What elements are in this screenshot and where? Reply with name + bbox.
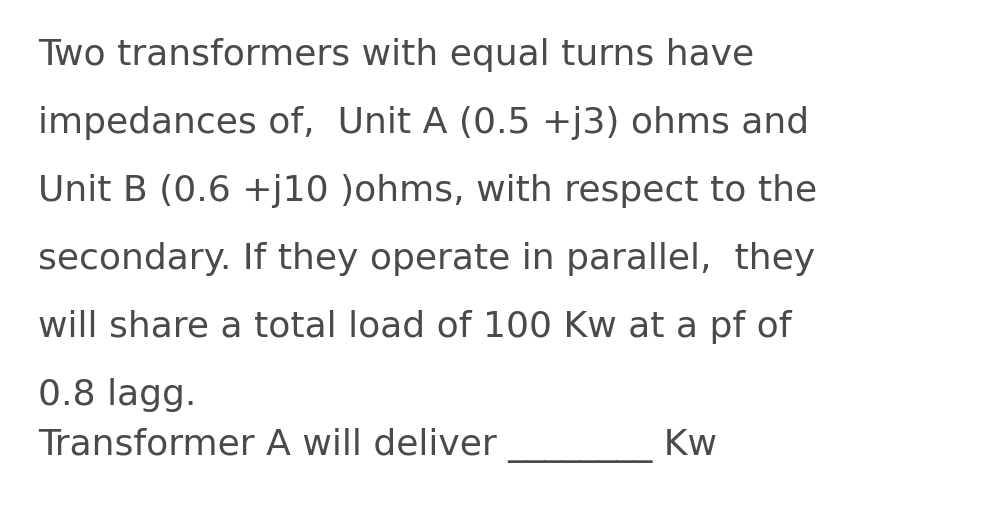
Text: impedances of,  Unit A (0.5 +j3) ohms and: impedances of, Unit A (0.5 +j3) ohms and: [38, 106, 808, 140]
Text: Two transformers with equal turns have: Two transformers with equal turns have: [38, 38, 753, 72]
Text: Unit B (0.6 +j10 )ohms, with respect to the: Unit B (0.6 +j10 )ohms, with respect to …: [38, 174, 816, 208]
Text: secondary. If they operate in parallel,  they: secondary. If they operate in parallel, …: [38, 242, 814, 276]
Text: 0.8 lagg.: 0.8 lagg.: [38, 378, 196, 412]
Text: Transformer A will deliver ________ Kw: Transformer A will deliver ________ Kw: [38, 428, 717, 463]
Text: will share a total load of 100 Kw at a pf of: will share a total load of 100 Kw at a p…: [38, 310, 790, 344]
